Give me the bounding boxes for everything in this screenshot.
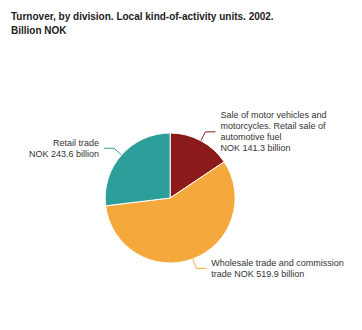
svg-text:trade NOK 519.9 billion: trade NOK 519.9 billion [211,269,304,279]
svg-text:Sale of motor vehicles and: Sale of motor vehicles and [220,110,326,120]
svg-text:Wholesale trade and commission: Wholesale trade and commission [211,258,344,268]
svg-text:Turnover, by division. Local k: Turnover, by division. Local kind-of-act… [11,11,274,22]
svg-text:Billion NOK: Billion NOK [11,25,67,36]
svg-text:NOK 243.6 billion: NOK 243.6 billion [29,149,99,159]
svg-text:automotive fuel: automotive fuel [220,132,281,142]
svg-text:motorcycles. Retail sale of: motorcycles. Retail sale of [220,121,326,131]
svg-text:NOK 141.3 billion: NOK 141.3 billion [220,143,290,153]
svg-text:Retail trade: Retail trade [53,138,99,148]
